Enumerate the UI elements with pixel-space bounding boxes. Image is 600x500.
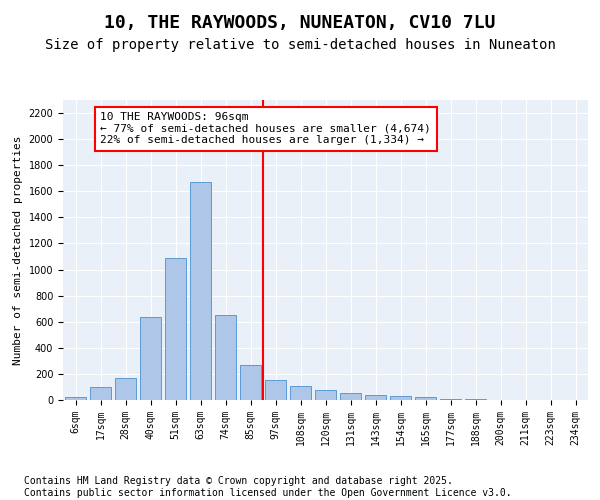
Bar	[415, 398, 436, 400]
Y-axis label: Number of semi-detached properties: Number of semi-detached properties	[13, 135, 23, 365]
Text: 10, THE RAYWOODS, NUNEATON, CV10 7LU: 10, THE RAYWOODS, NUNEATON, CV10 7LU	[104, 14, 496, 32]
Bar	[115, 378, 136, 400]
Bar	[215, 315, 236, 400]
Bar	[165, 258, 186, 400]
Bar	[140, 316, 161, 400]
Bar	[65, 398, 86, 400]
Bar	[265, 380, 286, 400]
Text: Size of property relative to semi-detached houses in Nuneaton: Size of property relative to semi-detach…	[44, 38, 556, 52]
Bar	[365, 395, 386, 400]
Bar	[90, 387, 111, 400]
Text: 10 THE RAYWOODS: 96sqm
← 77% of semi-detached houses are smaller (4,674)
22% of : 10 THE RAYWOODS: 96sqm ← 77% of semi-det…	[101, 112, 431, 146]
Bar	[290, 386, 311, 400]
Bar	[340, 394, 361, 400]
Bar	[390, 396, 411, 400]
Bar	[440, 398, 461, 400]
Text: Contains HM Land Registry data © Crown copyright and database right 2025.
Contai: Contains HM Land Registry data © Crown c…	[24, 476, 512, 498]
Bar	[315, 390, 336, 400]
Bar	[240, 365, 261, 400]
Bar	[190, 182, 211, 400]
